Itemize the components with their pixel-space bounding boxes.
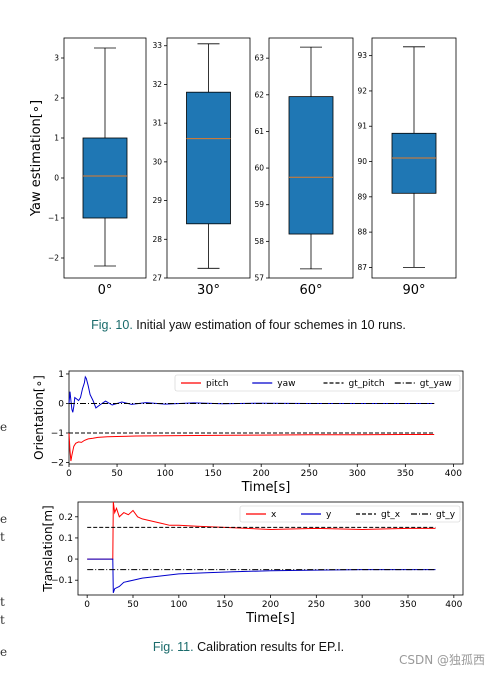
y-tick-label: −0.1: [51, 576, 73, 586]
y-tick-label: 33: [152, 41, 162, 50]
watermark: CSDN @独孤西: [398, 653, 485, 667]
legend-label: gt_pitch: [349, 379, 385, 389]
category-label: 90°: [402, 283, 425, 298]
y-tick-label: 31: [152, 119, 162, 128]
y-tick-label: 2: [54, 94, 59, 103]
y-tick-label: 1: [54, 134, 59, 143]
y-tick-label: 28: [152, 235, 162, 244]
category-label: 30°: [197, 283, 220, 298]
x-tick-label: 150: [205, 469, 222, 479]
fig10-ylabel: Yaw estimation[∘]: [29, 100, 44, 217]
y-tick-label: 0: [67, 555, 73, 565]
x-tick-label: 350: [399, 600, 416, 610]
y-tick-label: 27: [152, 274, 162, 283]
y-tick-label: 63: [254, 54, 264, 63]
box-0: [82, 137, 128, 219]
x-tick-label: 0: [66, 469, 72, 479]
box-2: [288, 96, 334, 235]
y-tick-label: 58: [254, 237, 264, 246]
y-tick-label: −1: [51, 429, 64, 439]
ylabel: Translation[m]: [41, 505, 55, 592]
xlabel: Time[s]: [245, 611, 295, 626]
series-line-x: [87, 501, 436, 560]
margin-fragment: t: [0, 595, 5, 609]
box-1: [186, 91, 231, 225]
plot-frame: [166, 37, 251, 279]
y-tick-label: −1: [48, 214, 59, 223]
x-tick-label: 100: [170, 600, 187, 610]
x-tick-label: 200: [253, 469, 270, 479]
legend-label: gt_x: [381, 510, 401, 520]
x-tick-label: 300: [349, 469, 366, 479]
ylabel: Orientation[∘]: [32, 375, 46, 460]
y-tick-label: 1: [58, 370, 64, 380]
legend-label: pitch: [206, 379, 228, 389]
fig10-caption-text: Initial yaw estimation of four schemes i…: [136, 318, 406, 332]
plot-frame: [63, 37, 147, 279]
y-tick-label: 0.1: [59, 534, 73, 544]
y-tick-label: 60: [254, 164, 264, 173]
x-tick-label: 150: [216, 600, 233, 610]
plot-frame: [68, 370, 464, 465]
x-tick-label: 50: [111, 469, 123, 479]
y-tick-label: 88: [357, 228, 367, 237]
plot-frame: [371, 37, 457, 279]
y-tick-label: 90: [357, 157, 367, 166]
y-tick-label: 30: [152, 157, 162, 166]
y-tick-label: 0: [54, 174, 59, 183]
y-tick-label: 59: [254, 200, 264, 209]
legend-label: gt_yaw: [420, 379, 452, 389]
y-tick-label: 92: [357, 86, 367, 95]
y-tick-label: −2: [51, 459, 64, 469]
x-tick-label: 400: [445, 600, 462, 610]
y-tick-label: 87: [357, 263, 367, 272]
legend-box: [174, 374, 461, 392]
fig11-caption: Fig. 11. Calibration results for EP.I.: [0, 640, 497, 654]
margin-fragment: t: [0, 530, 5, 544]
fig10-caption: Fig. 10. Initial yaw estimation of four …: [0, 318, 497, 332]
category-label: 60°: [299, 283, 322, 298]
series-line-pitch: [68, 432, 435, 462]
y-tick-label: 3: [54, 54, 59, 63]
y-tick-label: 29: [152, 196, 162, 205]
box-3: [391, 132, 437, 194]
x-tick-label: 250: [301, 469, 318, 479]
y-tick-label: −2: [48, 254, 59, 263]
legend-label: y: [326, 510, 332, 520]
y-tick-label: 61: [254, 127, 264, 136]
margin-fragment: e: [0, 512, 8, 526]
x-tick-label: 0: [84, 600, 90, 610]
fig10-caption-number: Fig. 10.: [91, 318, 133, 332]
legend-label: yaw: [277, 379, 295, 389]
x-tick-label: 250: [308, 600, 325, 610]
plot-frame: [268, 37, 354, 279]
y-tick-label: 0.2: [59, 513, 73, 523]
series-line-y: [87, 558, 436, 594]
fig11-caption-number: Fig. 11.: [152, 640, 194, 654]
legend-label: x: [271, 510, 277, 520]
x-tick-label: 400: [445, 469, 462, 479]
fig11-caption-text: Calibration results for EP.I.: [197, 640, 345, 654]
y-tick-label: 57: [254, 274, 264, 283]
y-tick-label: 93: [357, 51, 367, 60]
y-tick-label: 0: [58, 399, 64, 409]
margin-fragment: e: [0, 420, 8, 434]
x-tick-label: 200: [262, 600, 279, 610]
legend-label: gt_y: [436, 510, 456, 520]
margin-fragment: e: [0, 645, 8, 659]
y-tick-label: 89: [357, 192, 367, 201]
xlabel: Time[s]: [241, 480, 291, 495]
x-tick-label: 100: [157, 469, 174, 479]
x-tick-label: 300: [354, 600, 371, 610]
x-tick-label: 50: [127, 600, 139, 610]
y-tick-label: 91: [357, 122, 367, 131]
y-tick-label: 32: [152, 80, 162, 89]
x-tick-label: 350: [397, 469, 414, 479]
category-label: 0°: [98, 283, 113, 298]
y-tick-label: 62: [254, 90, 264, 99]
margin-fragment: t: [0, 613, 5, 627]
legend-box: [239, 505, 461, 523]
